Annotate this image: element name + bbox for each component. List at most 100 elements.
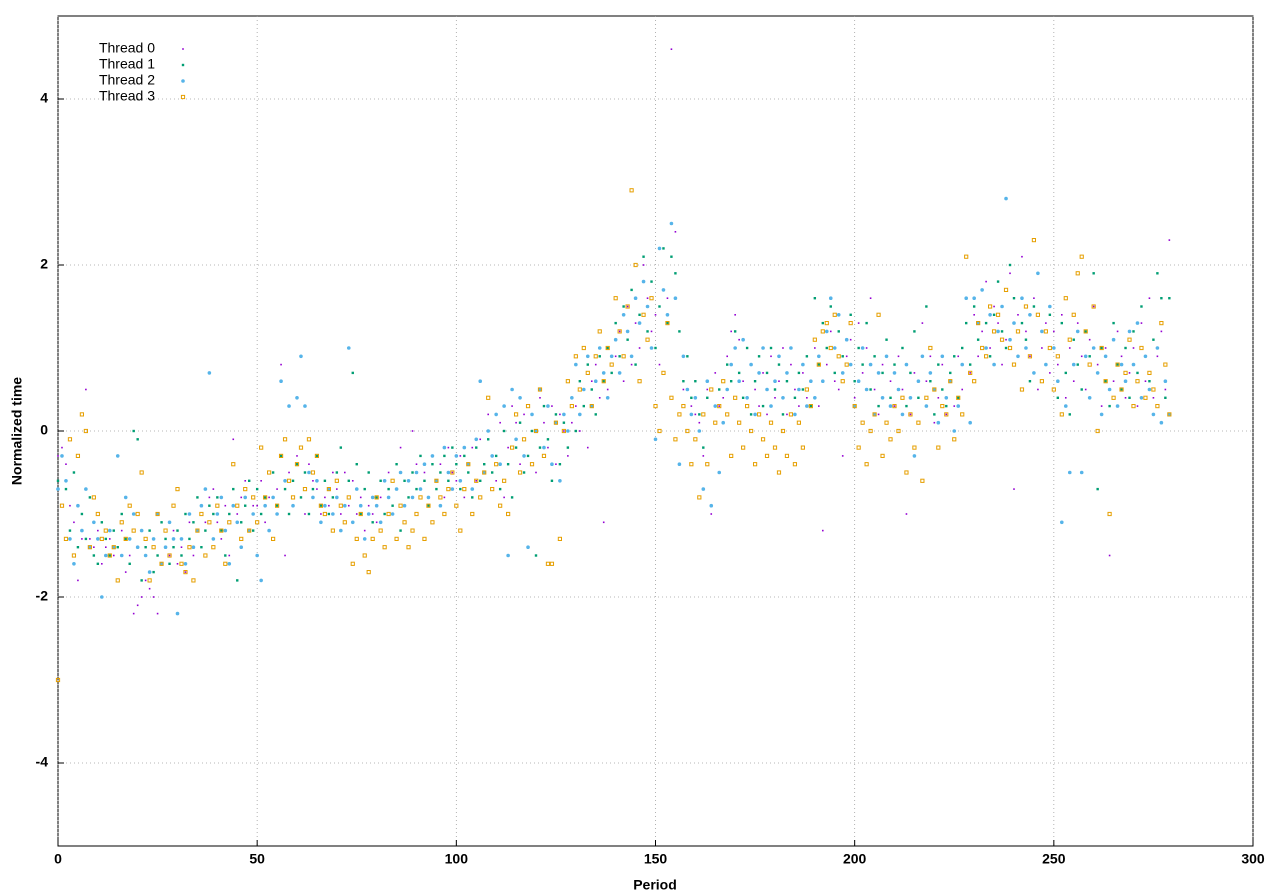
- point: [805, 404, 809, 408]
- legend-marker: [181, 79, 185, 83]
- point: [478, 495, 483, 500]
- point: [208, 504, 211, 507]
- point: [706, 396, 709, 399]
- point: [522, 471, 526, 474]
- point: [825, 363, 828, 366]
- point: [1127, 337, 1132, 342]
- point: [1112, 380, 1115, 382]
- point: [773, 379, 777, 384]
- point: [338, 503, 343, 508]
- point: [535, 471, 537, 474]
- point: [562, 421, 566, 424]
- point: [638, 313, 641, 316]
- point: [768, 420, 774, 425]
- point: [547, 446, 549, 449]
- point: [244, 504, 247, 507]
- point: [232, 438, 235, 441]
- point: [155, 512, 160, 516]
- point: [884, 354, 889, 359]
- point: [275, 504, 279, 507]
- point: [1112, 321, 1115, 325]
- point: [605, 345, 610, 351]
- point: [105, 546, 107, 548]
- point: [207, 371, 212, 375]
- point: [494, 454, 498, 458]
- point: [924, 404, 929, 408]
- point: [896, 428, 901, 434]
- point: [490, 454, 494, 458]
- point: [833, 371, 836, 375]
- point: [375, 496, 378, 499]
- point: [686, 355, 689, 358]
- point: [76, 503, 80, 508]
- point: [128, 554, 131, 557]
- point: [1160, 330, 1163, 333]
- point: [590, 388, 593, 391]
- point: [670, 255, 673, 258]
- point: [861, 372, 864, 374]
- point: [315, 479, 319, 483]
- point: [1124, 346, 1127, 350]
- point: [1008, 337, 1012, 342]
- point: [760, 437, 766, 442]
- point: [706, 388, 709, 391]
- point: [354, 487, 359, 491]
- point: [1083, 354, 1088, 359]
- point: [139, 528, 144, 533]
- point: [342, 520, 347, 525]
- point: [836, 313, 841, 317]
- point: [1063, 404, 1068, 408]
- point: [1024, 346, 1028, 350]
- point: [95, 511, 100, 517]
- point: [857, 346, 860, 350]
- point: [111, 545, 116, 550]
- point: [147, 570, 152, 574]
- point: [786, 413, 788, 416]
- point: [88, 496, 92, 499]
- point: [350, 520, 355, 525]
- point: [629, 188, 634, 193]
- point: [753, 380, 757, 383]
- point: [837, 330, 840, 333]
- point: [100, 595, 104, 599]
- point: [893, 363, 896, 366]
- point: [482, 470, 487, 475]
- point: [765, 387, 769, 392]
- point: [1131, 404, 1136, 409]
- point: [745, 404, 750, 409]
- point: [167, 520, 172, 525]
- point: [694, 413, 697, 416]
- point: [752, 462, 758, 467]
- point: [1144, 380, 1147, 382]
- point: [1119, 387, 1124, 392]
- point: [331, 496, 335, 499]
- point: [824, 321, 829, 326]
- point: [506, 463, 510, 466]
- point: [446, 487, 451, 492]
- point: [1128, 396, 1131, 399]
- point: [346, 346, 351, 350]
- point: [973, 314, 975, 316]
- point: [654, 346, 657, 350]
- point: [709, 503, 714, 508]
- point: [339, 528, 343, 533]
- point: [685, 387, 690, 392]
- point: [431, 463, 434, 466]
- point: [402, 503, 407, 508]
- point: [948, 379, 953, 384]
- point: [69, 504, 71, 507]
- point: [1076, 363, 1079, 366]
- point: [693, 437, 698, 442]
- point: [618, 330, 621, 333]
- point: [601, 371, 606, 375]
- point: [537, 387, 543, 392]
- point: [848, 321, 853, 326]
- point: [650, 330, 653, 333]
- point: [335, 495, 339, 500]
- point: [139, 470, 144, 475]
- point: [410, 528, 415, 533]
- point: [988, 355, 992, 358]
- point: [559, 413, 561, 416]
- point: [462, 445, 467, 450]
- point: [171, 537, 176, 541]
